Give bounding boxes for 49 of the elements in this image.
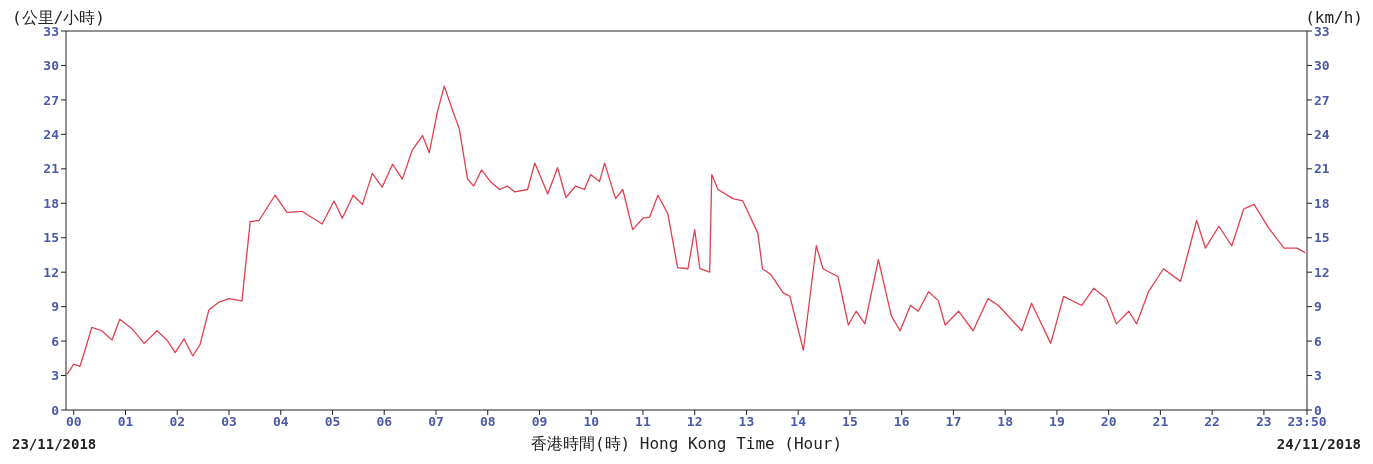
y2-tick-label: 18 <box>1314 195 1330 211</box>
y2-tick-label: 15 <box>1314 230 1330 246</box>
text: 23/11/2018 <box>12 436 97 452</box>
y2-tick-label: 21 <box>1314 161 1330 177</box>
text: 24/11/2018 <box>1276 436 1361 452</box>
x-tick-label: 00 <box>65 414 82 430</box>
y2-tick-label: 30 <box>1314 58 1330 74</box>
y2-tick-label: 6 <box>1314 333 1322 349</box>
x-tick-label: 09 <box>531 414 548 430</box>
x-tick-label: 13 <box>738 414 755 430</box>
x-tick-label: 02 <box>169 414 186 430</box>
y-tick-label: 18 <box>43 195 60 211</box>
x-tick-label: 12 <box>686 414 703 430</box>
y2-tick-label: 12 <box>1314 264 1330 280</box>
y2-tick-label: 27 <box>1314 92 1330 108</box>
x-tick-label: 08 <box>479 414 496 430</box>
y-tick-label: 21 <box>43 161 60 177</box>
x-tick-label: 10 <box>583 414 600 430</box>
y2-tick-label: 3 <box>1314 368 1322 384</box>
x-tick-label: 07 <box>428 414 444 430</box>
y-tick-label: 3 <box>51 368 59 384</box>
x-tick-label: 22 <box>1204 414 1220 430</box>
y-tick-label: 30 <box>43 58 60 74</box>
x-axis-title: 香港時間(時) Hong Kong Time (Hour) <box>530 434 843 453</box>
x-tick-label: 15 <box>842 414 858 430</box>
x-tick-label: 23 <box>1256 414 1272 430</box>
x-tick-label: 04 <box>272 414 289 430</box>
x-tick-label: 17 <box>945 414 962 430</box>
x-tick-label: 20 <box>1100 414 1117 430</box>
x-tick-label: 18 <box>997 414 1014 430</box>
y-tick-label: 27 <box>43 92 59 108</box>
x-tick-label: 19 <box>1049 414 1065 430</box>
x-tick-label: 01 <box>117 414 134 430</box>
y-tick-label: 15 <box>43 230 59 246</box>
y-tick-label: 0 <box>51 402 60 418</box>
y2-tick-label: 9 <box>1314 299 1322 315</box>
y-tick-label: 6 <box>51 333 60 349</box>
x-tick-label: 16 <box>893 414 910 430</box>
y-tick-label: 24 <box>43 126 60 142</box>
y-tick-label: 12 <box>43 264 59 280</box>
line-series <box>66 85 1306 376</box>
x-tick-label: 06 <box>376 414 393 430</box>
x-tick-label: 05 <box>324 414 341 430</box>
x-tick-label: 21 <box>1152 414 1169 430</box>
y-tick-label: 9 <box>51 299 59 315</box>
x-tick-label: 14 <box>790 414 807 430</box>
x-tick-label: 03 <box>221 414 237 430</box>
y2-tick-label: 24 <box>1314 126 1330 142</box>
x-tick-label: 11 <box>635 414 651 430</box>
